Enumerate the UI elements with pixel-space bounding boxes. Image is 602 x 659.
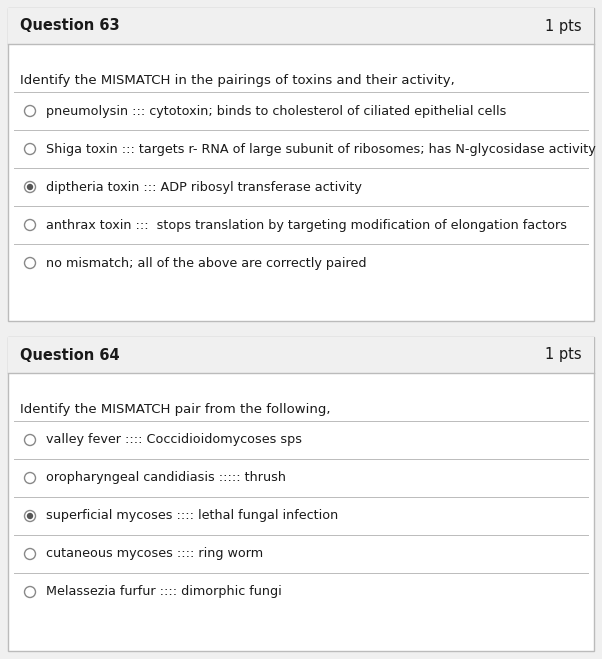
Circle shape (25, 181, 36, 192)
Text: anthrax toxin :::  stops translation by targeting modification of elongation fac: anthrax toxin ::: stops translation by t… (46, 219, 567, 231)
Text: superficial mycoses :::: lethal fungal infection: superficial mycoses :::: lethal fungal i… (46, 509, 338, 523)
Text: 1 pts: 1 pts (545, 347, 582, 362)
Circle shape (25, 258, 36, 268)
Circle shape (25, 548, 36, 559)
Text: Shiga toxin ::: targets r- RNA of large subunit of ribosomes; has N-glycosidase : Shiga toxin ::: targets r- RNA of large … (46, 142, 596, 156)
Circle shape (25, 434, 36, 445)
Circle shape (25, 144, 36, 154)
FancyBboxPatch shape (8, 337, 594, 651)
FancyBboxPatch shape (8, 8, 594, 321)
Circle shape (27, 513, 33, 519)
Text: Identify the MISMATCH pair from the following,: Identify the MISMATCH pair from the foll… (20, 403, 330, 416)
Text: cutaneous mycoses :::: ring worm: cutaneous mycoses :::: ring worm (46, 548, 263, 561)
Circle shape (25, 473, 36, 484)
FancyBboxPatch shape (8, 8, 594, 44)
Text: valley fever :::: Coccidioidomycoses sps: valley fever :::: Coccidioidomycoses sps (46, 434, 302, 447)
Circle shape (25, 219, 36, 231)
Text: diptheria toxin ::: ADP ribosyl transferase activity: diptheria toxin ::: ADP ribosyl transfer… (46, 181, 362, 194)
Text: Question 64: Question 64 (20, 347, 120, 362)
Circle shape (25, 105, 36, 117)
Text: oropharyngeal candidiasis ::::: thrush: oropharyngeal candidiasis ::::: thrush (46, 471, 286, 484)
Text: Melassezia furfur :::: dimorphic fungi: Melassezia furfur :::: dimorphic fungi (46, 585, 282, 598)
Text: no mismatch; all of the above are correctly paired: no mismatch; all of the above are correc… (46, 256, 367, 270)
FancyBboxPatch shape (8, 337, 594, 373)
Text: Identify the MISMATCH in the pairings of toxins and their activity,: Identify the MISMATCH in the pairings of… (20, 74, 455, 87)
Text: 1 pts: 1 pts (545, 18, 582, 34)
Text: Question 63: Question 63 (20, 18, 120, 34)
Circle shape (25, 587, 36, 598)
Text: pneumolysin ::: cytotoxin; binds to cholesterol of ciliated epithelial cells: pneumolysin ::: cytotoxin; binds to chol… (46, 105, 506, 117)
Circle shape (25, 511, 36, 521)
Circle shape (27, 184, 33, 190)
